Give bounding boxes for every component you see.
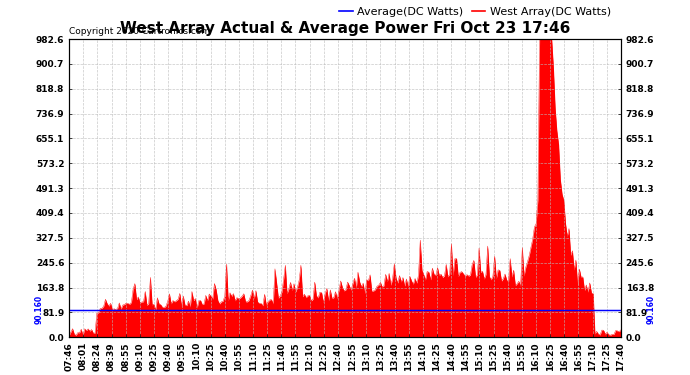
- Text: Copyright 2020 Cartronics.com: Copyright 2020 Cartronics.com: [69, 27, 210, 36]
- Legend: Average(DC Watts), West Array(DC Watts): Average(DC Watts), West Array(DC Watts): [335, 3, 615, 22]
- Text: 90.160: 90.160: [647, 295, 656, 324]
- Text: 90.160: 90.160: [34, 295, 43, 324]
- Title: West Array Actual & Average Power Fri Oct 23 17:46: West Array Actual & Average Power Fri Oc…: [120, 21, 570, 36]
